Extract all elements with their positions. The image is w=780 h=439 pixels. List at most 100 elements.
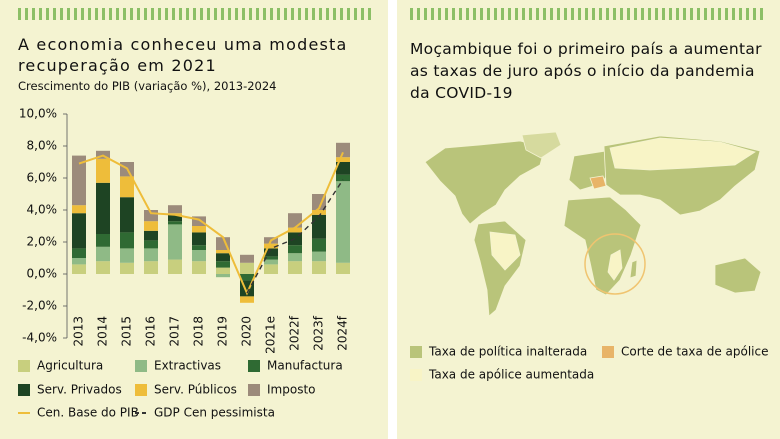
greenland: [521, 131, 562, 159]
bar-segment: [72, 258, 86, 265]
legend-label: Taxa de apólice aumentada: [428, 368, 594, 382]
madagascar: [629, 259, 638, 279]
legend-swatch: [135, 360, 147, 372]
australia: [714, 257, 762, 294]
bar-segment: [168, 221, 182, 225]
legend-label: Extractivas: [154, 359, 221, 373]
bar-segment: [72, 155, 86, 206]
bar-segment: [288, 227, 302, 233]
legend-label: Agricultura: [37, 359, 103, 373]
x-tick-label: 2017: [168, 316, 182, 347]
bar-segment: [240, 254, 254, 263]
bar-segment: [240, 274, 254, 281]
brazil: [489, 231, 521, 271]
bar-segment: [120, 232, 134, 249]
bar-segment: [144, 248, 158, 262]
bar-segment: [168, 259, 182, 274]
bar-segment: [216, 261, 230, 268]
bar-segment: [240, 296, 254, 303]
legend-label: Serv. Públicos: [154, 383, 237, 397]
bar-segment: [192, 232, 206, 246]
y-tick-label: 8,0%: [27, 139, 58, 153]
x-tick-label: 2024f: [336, 315, 350, 351]
bar-segment: [216, 274, 230, 278]
y-tick-label: -4,0%: [22, 331, 57, 345]
bar-segment: [336, 181, 350, 263]
legend-label: Imposto: [267, 383, 316, 397]
line: [78, 152, 344, 296]
legend-swatch: [18, 360, 30, 372]
bar-segment: [192, 216, 206, 226]
bar-segment: [336, 174, 350, 182]
bar-segment: [336, 162, 350, 175]
africa: [563, 196, 642, 296]
legend-label: Manufactura: [267, 359, 343, 373]
map-title: Moçambique foi o primeiro país a aumenta…: [410, 40, 762, 102]
bar-segment: [336, 157, 350, 162]
bar-segment: [120, 262, 134, 274]
y-tick-label: 0,0%: [27, 267, 58, 281]
bar-segment: [72, 213, 86, 249]
north-america: [424, 140, 546, 225]
mozambique: [607, 249, 623, 281]
bar-segment: [240, 262, 254, 274]
bar-segment: [288, 245, 302, 254]
line: [246, 179, 344, 294]
legend-swatch: [18, 384, 30, 396]
x-tick-label: 2013: [72, 316, 86, 347]
bar-segment: [96, 261, 110, 274]
x-tick-label: 2019: [216, 316, 230, 347]
bar-segment: [264, 259, 278, 265]
legend-label: Taxa de política inalterada: [428, 345, 587, 359]
rate-cut-country: [589, 175, 607, 190]
bar-segment: [192, 226, 206, 233]
bar-segment: [288, 213, 302, 228]
world-map: [424, 131, 762, 317]
y-tick-label: 6,0%: [27, 171, 58, 185]
chart-subtitle: Crescimento do PIB (variação %), 2013-20…: [18, 79, 277, 93]
x-tick-label: 2020: [240, 316, 254, 347]
bar-segment: [312, 238, 326, 252]
bar-segment: [192, 250, 206, 262]
bar-segment: [168, 214, 182, 222]
bar-segment: [216, 267, 230, 274]
bar-segment: [216, 250, 230, 254]
legend-swatch: [248, 360, 260, 372]
bar-segment: [144, 230, 158, 241]
bar-segment: [144, 221, 158, 231]
legend-label: Cen. Base do PIB: [37, 406, 139, 420]
x-tick-label: 2014: [96, 316, 110, 347]
bar-segment: [264, 243, 278, 249]
bar-segment: [72, 248, 86, 258]
bar-segment: [192, 245, 206, 250]
legend-swatch: [135, 384, 147, 396]
legend-label: Serv. Privados: [37, 383, 122, 397]
x-tick-label: 2015: [120, 316, 134, 347]
bar-segment: [168, 205, 182, 214]
chart-title: A economia conheceu uma modesta recupera…: [18, 35, 348, 75]
x-tick-label: 2023f: [312, 315, 326, 351]
bar-segment: [72, 205, 86, 214]
bar-segment: [312, 261, 326, 274]
bar-segment: [288, 253, 302, 262]
bar-segment: [192, 261, 206, 274]
bar-segment: [312, 251, 326, 262]
x-tick-label: 2016: [144, 316, 158, 347]
bar-segment: [144, 210, 158, 222]
legend-swatch: [410, 369, 422, 381]
bar-segment: [312, 214, 326, 239]
legend-swatch: [410, 346, 422, 358]
legend-swatch: [602, 346, 614, 358]
bar-segment: [216, 253, 230, 262]
russia: [609, 137, 756, 171]
decor-stripes: [410, 8, 765, 20]
bar-segment: [120, 176, 134, 198]
bar-segment: [144, 261, 158, 274]
bar-segment: [96, 182, 110, 234]
legend-swatch: [248, 384, 260, 396]
bar-segment: [288, 261, 302, 274]
bar-segment: [264, 256, 278, 260]
legend-label: GDP Cen pessimista: [154, 406, 275, 420]
bar-segment: [96, 234, 110, 247]
y-tick-label: 4,0%: [27, 203, 58, 217]
